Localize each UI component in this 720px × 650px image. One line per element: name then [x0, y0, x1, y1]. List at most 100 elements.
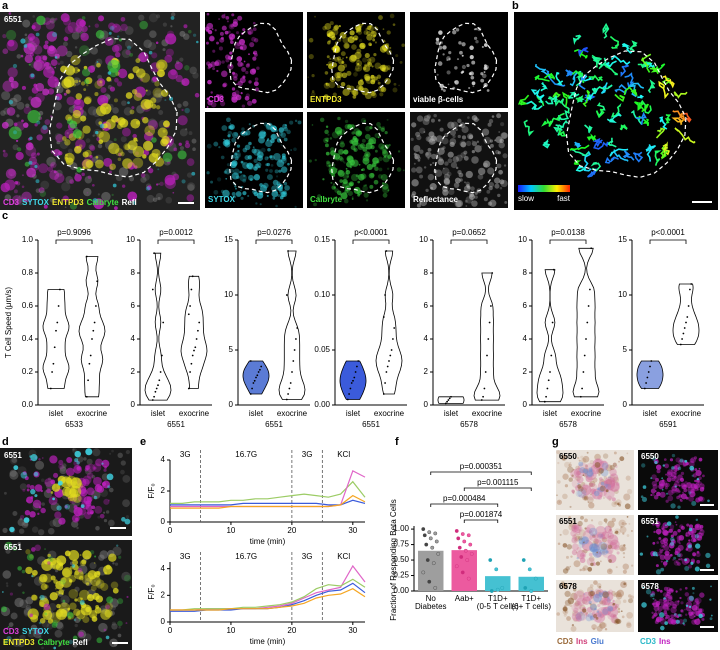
image-texture [580, 516, 584, 520]
image-texture [118, 453, 123, 458]
image-texture [662, 489, 664, 491]
image-texture [156, 60, 168, 72]
image-texture [446, 59, 448, 61]
image-texture [450, 142, 455, 147]
p-value: p=0.0012 [159, 228, 193, 237]
image-texture [438, 61, 443, 66]
data-point [449, 398, 451, 400]
image-texture [680, 478, 683, 481]
image-texture [112, 45, 120, 53]
image-texture [286, 130, 290, 134]
image-texture [90, 145, 96, 151]
x-axis-label: 6591 [659, 420, 677, 429]
image-texture [80, 33, 88, 41]
image-texture [115, 148, 123, 156]
image-texture [656, 617, 661, 622]
image-texture [315, 159, 317, 161]
image-texture [472, 81, 476, 85]
phase-label: 3G [180, 552, 191, 561]
x-tick-label: exocrine [277, 409, 308, 418]
image-texture [430, 164, 432, 166]
image-texture [584, 496, 588, 500]
significance-bracket [451, 240, 487, 244]
image-texture [478, 168, 485, 175]
image-texture [45, 40, 49, 44]
image-texture [28, 161, 32, 165]
image-texture [192, 147, 196, 151]
image-texture [6, 582, 8, 584]
image-texture [80, 560, 86, 566]
image-texture [79, 45, 90, 56]
image-texture [567, 466, 573, 472]
image-texture [25, 55, 33, 63]
image-texture [652, 598, 654, 600]
image-texture [692, 605, 698, 611]
image-texture [44, 119, 50, 125]
image-texture [627, 489, 632, 494]
image-texture [364, 64, 367, 67]
significance-bracket [56, 240, 92, 244]
image-texture [114, 98, 118, 102]
data-point [686, 316, 688, 318]
image-texture [448, 152, 454, 158]
image-texture [221, 156, 225, 160]
image-texture [106, 510, 109, 513]
image-texture [111, 623, 117, 629]
image-texture [50, 162, 56, 168]
image-texture [566, 556, 569, 559]
data-point [255, 377, 257, 379]
p-value: p=0.0138 [551, 228, 585, 237]
image-texture [567, 544, 573, 550]
p-value: p=0.000351 [460, 462, 503, 471]
image-texture [30, 74, 34, 78]
image-texture [621, 522, 624, 525]
legend-label: Ins [659, 637, 671, 646]
image-texture [411, 179, 418, 186]
image-texture [602, 592, 609, 599]
image-texture [226, 117, 231, 122]
image-texture [333, 46, 340, 53]
image-texture [365, 163, 367, 165]
image-texture [590, 563, 593, 566]
image-texture [565, 566, 569, 570]
image-texture [594, 608, 597, 611]
image-texture [248, 80, 251, 83]
image-texture [623, 552, 625, 554]
image-texture [66, 468, 75, 477]
data-point [192, 275, 194, 277]
image-texture [314, 16, 316, 18]
image-texture [240, 197, 243, 200]
image-texture [614, 452, 617, 455]
image-texture [260, 203, 262, 205]
image-texture [608, 590, 613, 595]
sample-label: 6550 [559, 452, 577, 461]
image-texture [676, 590, 678, 592]
image-texture [556, 612, 560, 616]
image-texture [557, 462, 559, 464]
image-texture [467, 116, 470, 119]
image-texture [236, 31, 239, 34]
image-texture [42, 125, 47, 130]
image-texture [578, 486, 584, 492]
image-texture [231, 160, 237, 166]
image-texture [56, 122, 62, 128]
image-texture [640, 552, 643, 555]
x-tick-label: 10 [226, 526, 235, 535]
y-tick-label: 2 [523, 367, 528, 376]
image-texture [240, 189, 242, 191]
image-texture [492, 115, 495, 118]
image-texture [666, 493, 668, 495]
image-texture [663, 464, 665, 466]
image-texture [496, 113, 501, 118]
image-texture [55, 588, 57, 590]
image-texture [692, 475, 694, 477]
image-texture [458, 41, 461, 44]
image-texture [164, 99, 166, 101]
legend-label: Calbryte [87, 198, 120, 207]
trace [170, 482, 365, 504]
image-texture [467, 133, 473, 139]
image-texture [356, 174, 359, 177]
data-point [466, 558, 469, 561]
image-texture [592, 535, 595, 538]
image-texture [468, 87, 470, 89]
